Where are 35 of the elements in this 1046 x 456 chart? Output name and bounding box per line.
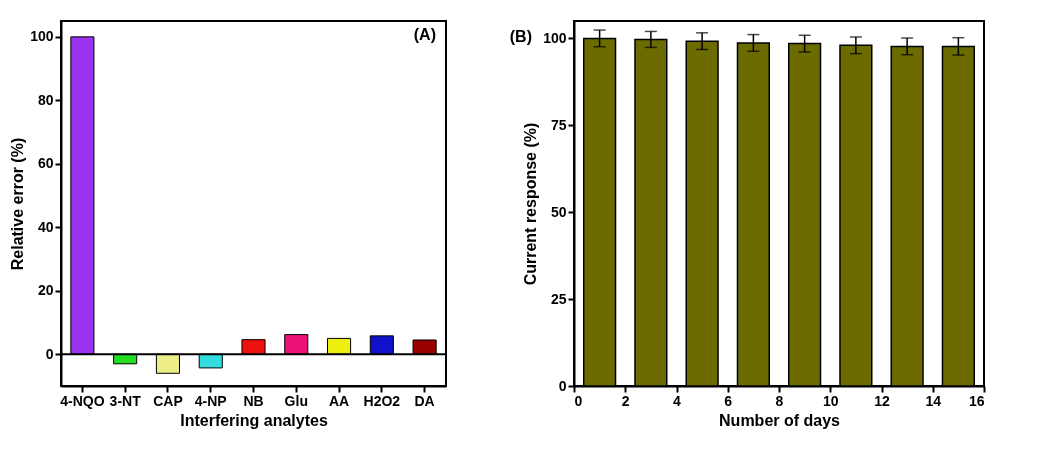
x-tick-label: 8 [775,392,784,409]
x-axis-title: Interfering analytes [180,411,328,429]
x-tick-label: H2O2 [363,392,401,409]
y-tick-label: 20 [37,282,54,299]
y-tick-label: 60 [37,155,54,172]
x-tick-label: 0 [574,392,583,409]
y-tick-label: 80 [37,91,54,108]
y-tick-label: 75 [550,116,567,133]
y-tick-label: 25 [550,290,567,307]
y-tick-label: 0 [45,345,54,362]
annotation: (A) [413,26,436,43]
y-axis-title: Current response (%) [522,122,540,286]
x-tick-label: 16 [968,392,985,409]
x-tick-label: Glu [284,392,308,409]
x-tick-label: 10 [822,392,839,409]
y-tick-label: 50 [550,203,567,220]
x-tick-label: 2 [621,392,630,409]
x-tick-label: DA [414,392,435,409]
x-tick-label: 6 [724,392,733,409]
x-tick-label: 14 [925,392,942,409]
y-tick-label: 100 [30,28,54,45]
text: (B) [509,28,532,45]
x-tick-label: CAP [153,392,183,409]
y-axis-title: Relative error (%) [9,137,27,271]
x-axis-title: Number of days [719,411,841,429]
y-tick-label: 0 [558,377,567,394]
y-tick-label: 100 [543,29,567,46]
x-tick-label: 3-NT [109,392,142,409]
x-tick-label: AA [328,392,350,409]
x-tick-label: NB [243,392,264,409]
x-tick-label: 12 [874,392,890,409]
x-tick-label: 4-NQO [60,392,105,409]
y-tick-label: 40 [37,218,54,235]
x-tick-label: 4 [673,392,682,409]
x-tick-label: 4-NP [194,392,227,409]
